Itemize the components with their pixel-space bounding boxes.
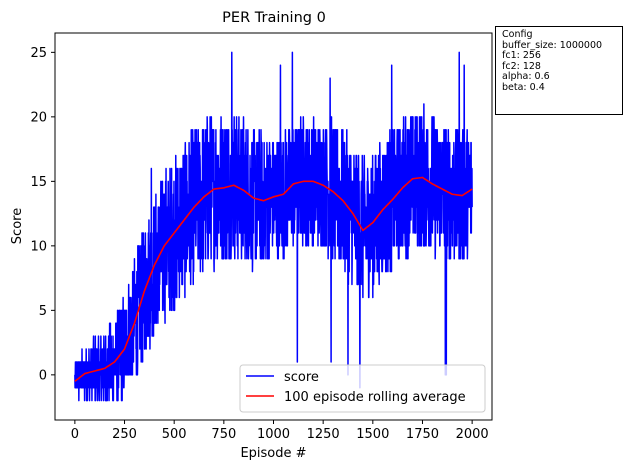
config-line: alpha: 0.6 (502, 71, 550, 83)
config-line: fc2: 128 (502, 60, 541, 72)
x-tick-label: 1000 (257, 427, 290, 442)
x-axis: 0 250 500 750 1000 1250 1500 1750 2000 (71, 420, 489, 442)
y-axis-title: Score (10, 208, 25, 244)
config-annotation-box: Config buffer_size: 1000000 fc1: 256 fc2… (495, 26, 623, 115)
y-tick-label: 5 (39, 304, 47, 319)
y-tick-label: 15 (30, 175, 47, 190)
x-tick-label: 500 (162, 427, 187, 442)
x-tick-label: 1500 (356, 427, 389, 442)
x-axis-title: Episode # (240, 446, 306, 461)
x-tick-label: 750 (211, 427, 236, 442)
y-tick-label: 0 (39, 368, 47, 383)
x-tick-label: 1750 (406, 427, 439, 442)
config-line: beta: 0.4 (502, 81, 545, 93)
y-tick-label: 25 (30, 46, 47, 61)
legend-label-rolling-average: 100 episode rolling average (284, 390, 466, 405)
chart-title: PER Training 0 (222, 10, 326, 26)
config-line: buffer_size: 1000000 (502, 39, 603, 51)
config-title: Config (502, 29, 533, 40)
x-tick-label: 250 (112, 427, 137, 442)
y-axis: 0 5 10 15 20 25 (30, 46, 55, 383)
y-tick-label: 20 (30, 110, 47, 125)
legend: score 100 episode rolling average (239, 364, 486, 413)
config-line: fc1: 256 (502, 50, 541, 62)
y-tick-label: 10 (30, 239, 47, 254)
x-tick-label: 1250 (307, 427, 340, 442)
x-tick-label: 2000 (456, 427, 489, 442)
series-rolling-average-line (74, 176, 473, 382)
x-tick-label: 0 (71, 427, 79, 442)
plot-area (74, 51, 473, 402)
legend-label-score: score (284, 370, 319, 385)
series-score-line (74, 51, 473, 402)
